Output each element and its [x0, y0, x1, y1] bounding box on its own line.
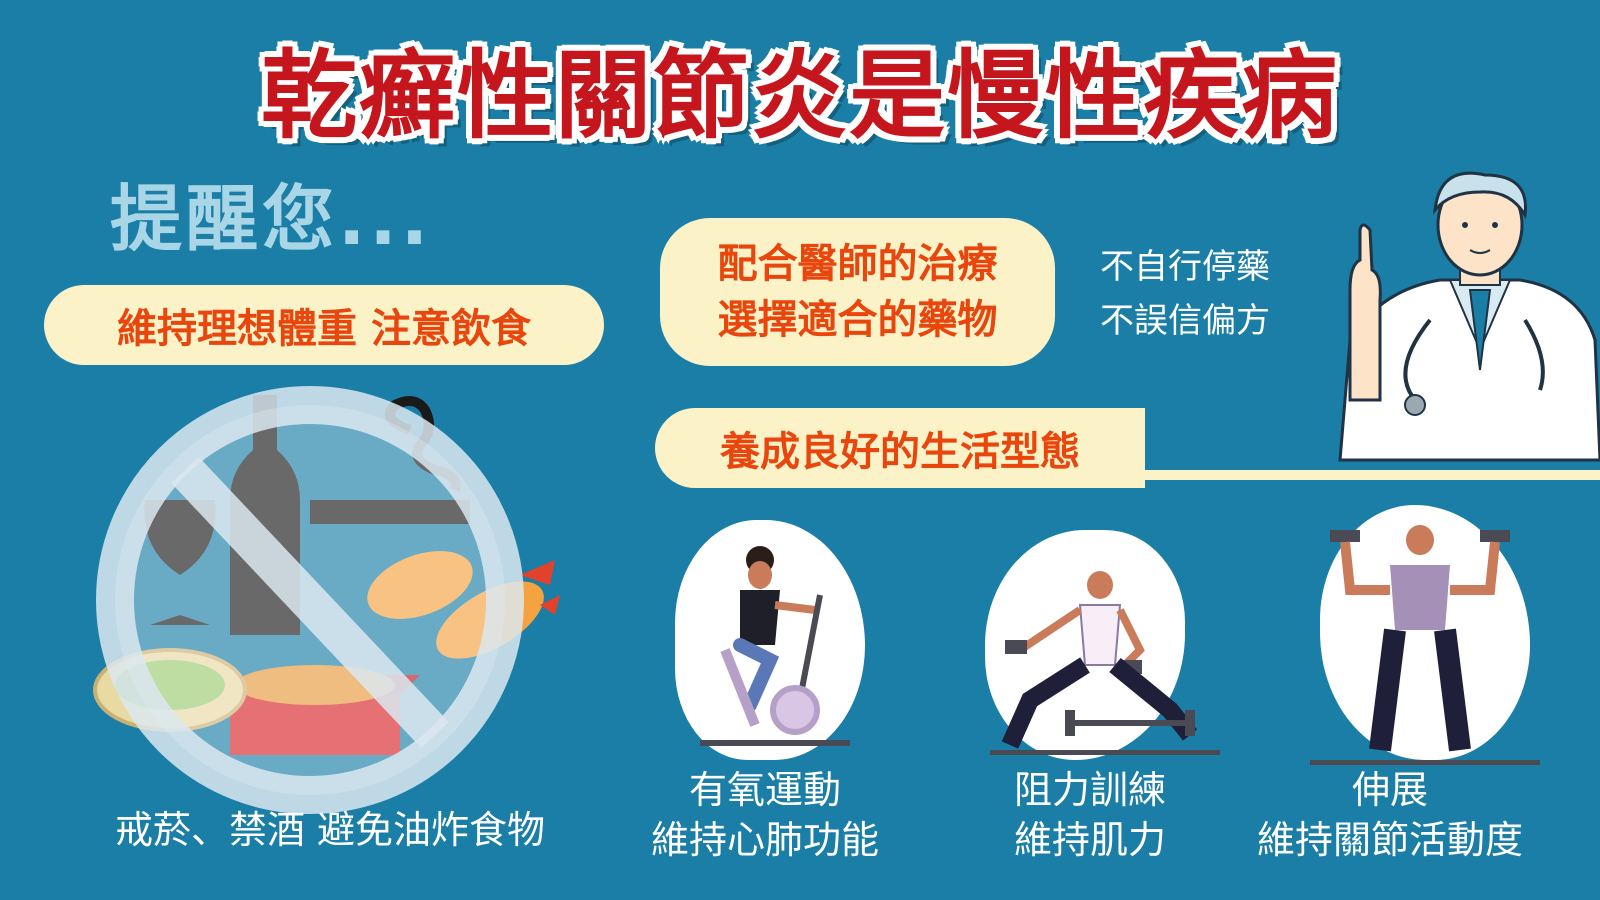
exercise-stretch-caption: 伸展 維持關節活動度	[1240, 765, 1540, 865]
exercise-aerobic-line2: 維持心肺功能	[650, 818, 879, 862]
tip-treatment-line2: 選擇適合的藥物	[717, 297, 998, 343]
tip-treatment-line1: 配合醫師的治療	[717, 241, 998, 287]
treatment-note-line2: 不誤信偏方	[1100, 301, 1270, 341]
exercise-stretch-line2: 維持關節活動度	[1256, 818, 1523, 862]
wine-glass-icon	[144, 500, 216, 625]
exercise-resistance-line2: 維持肌力	[1013, 818, 1166, 862]
avoid-illustration	[93, 386, 560, 814]
tip-lifestyle-text: 養成良好的生活型態	[720, 429, 1080, 475]
treatment-note: 不自行停藥 不誤信偏方	[1100, 240, 1270, 348]
lifestyle-underline	[1140, 470, 1600, 480]
tip-lifestyle: 養成良好的生活型態	[655, 408, 1145, 488]
avoid-caption: 戒菸、禁酒 避免油炸食物	[114, 808, 546, 852]
exercise-resistance-line1: 阻力訓練	[1013, 768, 1166, 812]
exercise-stretch-line1: 伸展	[1351, 768, 1428, 812]
stretch-figure-icon	[1310, 525, 1540, 765]
tip-treatment: 配合醫師的治療 選擇適合的藥物	[660, 218, 1055, 366]
page-title: 乾癬性關節炎是慢性疾病	[261, 40, 1339, 152]
reminder-heading: 提醒您...	[110, 177, 433, 261]
tip-diet-text: 維持理想體重 注意飲食	[117, 306, 531, 352]
doctor-icon	[1338, 171, 1600, 462]
exercise-aerobic-caption: 有氧運動 維持心肺功能	[615, 765, 915, 865]
exercise-aerobic-line1: 有氧運動	[688, 768, 841, 812]
treatment-note-line1: 不自行停藥	[1100, 247, 1270, 287]
no-sign-icon	[96, 386, 524, 814]
stationary-bike-icon	[700, 546, 850, 746]
tip-diet: 維持理想體重 注意飲食	[44, 285, 604, 365]
dumbbell-icon	[990, 571, 1220, 755]
exercise-resistance-caption: 阻力訓練 維持肌力	[940, 765, 1240, 865]
